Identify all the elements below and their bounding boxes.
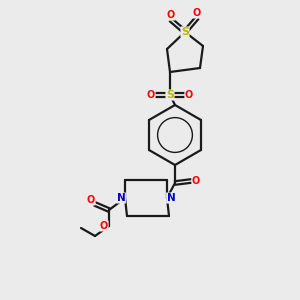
Text: O: O xyxy=(147,90,155,100)
Text: N: N xyxy=(167,193,176,203)
Text: O: O xyxy=(193,8,201,18)
Text: O: O xyxy=(185,90,193,100)
Text: O: O xyxy=(192,176,200,186)
Text: O: O xyxy=(87,195,95,205)
Text: O: O xyxy=(100,221,108,231)
Text: S: S xyxy=(166,90,174,100)
Text: N: N xyxy=(117,193,125,203)
Text: O: O xyxy=(167,10,175,20)
Text: S: S xyxy=(181,27,189,37)
